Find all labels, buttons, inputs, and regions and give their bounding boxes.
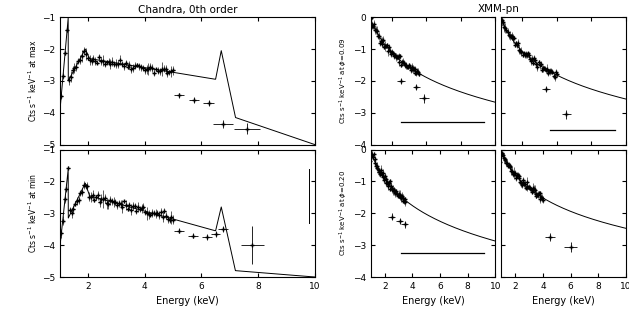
Title: Chandra, 0th order: Chandra, 0th order: [138, 5, 237, 15]
X-axis label: Energy (keV): Energy (keV): [156, 296, 219, 306]
X-axis label: Energy (keV): Energy (keV): [402, 296, 464, 306]
Text: XMM-pn: XMM-pn: [477, 4, 520, 14]
X-axis label: Energy (keV): Energy (keV): [532, 296, 595, 306]
Y-axis label: Cts s$^{-1}$ keV$^{-1}$ at max: Cts s$^{-1}$ keV$^{-1}$ at max: [26, 39, 39, 122]
Y-axis label: Cts s$^{-1}$ keV$^{-1}$ at $\phi$=0.09: Cts s$^{-1}$ keV$^{-1}$ at $\phi$=0.09: [338, 38, 350, 124]
Y-axis label: Cts s$^{-1}$ keV$^{-1}$ at min: Cts s$^{-1}$ keV$^{-1}$ at min: [26, 173, 39, 254]
Y-axis label: Cts s$^{-1}$ keV$^{-1}$ at $\phi$=0.20: Cts s$^{-1}$ keV$^{-1}$ at $\phi$=0.20: [338, 170, 350, 256]
